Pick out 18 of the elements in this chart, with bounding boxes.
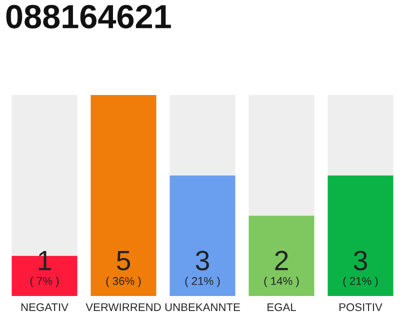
x-tick-label: POSITIV — [339, 303, 382, 312]
x-tick-label: NEGATIV — [21, 303, 68, 312]
x-tick-label: VERWIRREND — [86, 303, 161, 311]
data-label: 3 ( 21% ) — [343, 250, 378, 288]
data-label: 5 ( 36% ) — [106, 251, 141, 288]
chart-title: 088164621 — [6, 4, 171, 28]
data-label: 2 ( 14% ) — [264, 250, 299, 288]
bar — [328, 175, 394, 296]
data-label: 3 ( 21% ) — [185, 250, 220, 288]
x-tick-label: EGAL — [268, 303, 296, 312]
bar — [170, 175, 236, 296]
x-tick-label: UNBEKANNTE — [165, 303, 240, 312]
bar — [248, 95, 314, 216]
bar — [90, 95, 156, 296]
data-label: 1 ( 7% ) — [30, 251, 59, 288]
bar — [170, 95, 236, 176]
bar — [328, 95, 394, 176]
bar — [248, 216, 314, 296]
